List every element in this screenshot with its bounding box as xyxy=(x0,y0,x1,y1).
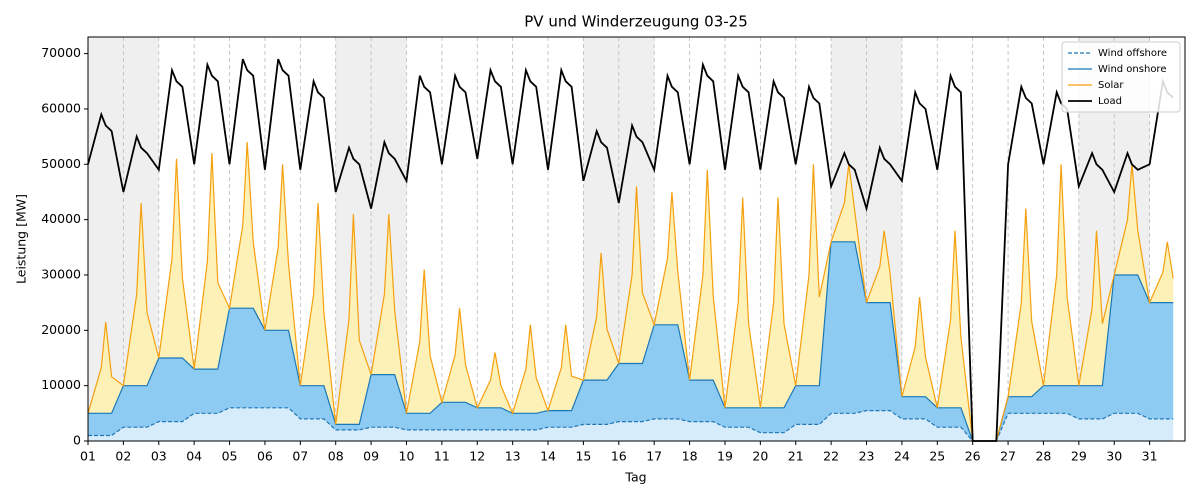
y-tick-label: 10000 xyxy=(41,377,81,392)
x-tick-label: 06 xyxy=(257,449,273,464)
x-tick-label: 13 xyxy=(505,449,521,464)
x-tick-label: 01 xyxy=(80,449,96,464)
x-tick-label: 02 xyxy=(115,449,131,464)
x-tick-label: 12 xyxy=(469,449,485,464)
x-tick-label: 25 xyxy=(929,449,945,464)
legend-box xyxy=(1061,41,1181,113)
x-tick-label: 14 xyxy=(540,449,556,464)
x-tick-label: 29 xyxy=(1071,449,1087,464)
x-tick-label: 21 xyxy=(788,449,804,464)
legend: Wind offshore Wind onshore Solar Load xyxy=(1061,41,1181,113)
x-tick-label: 24 xyxy=(894,449,910,464)
x-tick-label: 09 xyxy=(363,449,379,464)
x-tick-label: 11 xyxy=(434,449,450,464)
x-tick-label: 16 xyxy=(611,449,627,464)
x-tick-label: 27 xyxy=(1000,449,1016,464)
y-axis-label: Leistung [MW] xyxy=(14,194,29,284)
x-tick-label: 05 xyxy=(222,449,238,464)
y-tick-label: 50000 xyxy=(41,156,81,171)
x-tick-label: 23 xyxy=(859,449,875,464)
x-tick-label: 30 xyxy=(1106,449,1122,464)
x-tick-label: 10 xyxy=(399,449,415,464)
x-tick-label: 04 xyxy=(186,449,202,464)
x-tick-label: 17 xyxy=(646,449,662,464)
x-tick-label: 31 xyxy=(1142,449,1158,464)
x-tick-label: 18 xyxy=(682,449,698,464)
x-tick-label: 15 xyxy=(575,449,591,464)
y-tick-label: 0 xyxy=(73,433,81,448)
x-tick-label: 26 xyxy=(965,449,981,464)
y-tick-label: 30000 xyxy=(41,266,81,281)
chart-title: PV und Winderzeugung 03-25 xyxy=(524,13,748,31)
x-tick-label: 03 xyxy=(151,449,167,464)
y-tick-label: 70000 xyxy=(41,45,81,60)
x-tick-label: 07 xyxy=(292,449,308,464)
x-tick-label: 22 xyxy=(823,449,839,464)
legend-label: Load xyxy=(1098,96,1122,107)
legend-label: Wind offshore xyxy=(1098,48,1167,59)
series-area xyxy=(88,241,1174,441)
x-tick-label: 08 xyxy=(328,449,344,464)
series-area xyxy=(88,407,1174,441)
x-tick-label: 19 xyxy=(717,449,733,464)
legend-label: Solar xyxy=(1098,80,1124,91)
x-tick-label: 20 xyxy=(752,449,768,464)
legend-label: Wind onshore xyxy=(1098,64,1166,75)
plot-frame xyxy=(87,36,1186,442)
y-tick-label: 20000 xyxy=(41,322,81,337)
y-tick-label: 60000 xyxy=(41,100,81,115)
series-area xyxy=(88,142,1174,441)
y-tick-label: 40000 xyxy=(41,211,81,226)
x-tick-label: 28 xyxy=(1035,449,1051,464)
x-axis-label: Tag xyxy=(624,470,646,485)
